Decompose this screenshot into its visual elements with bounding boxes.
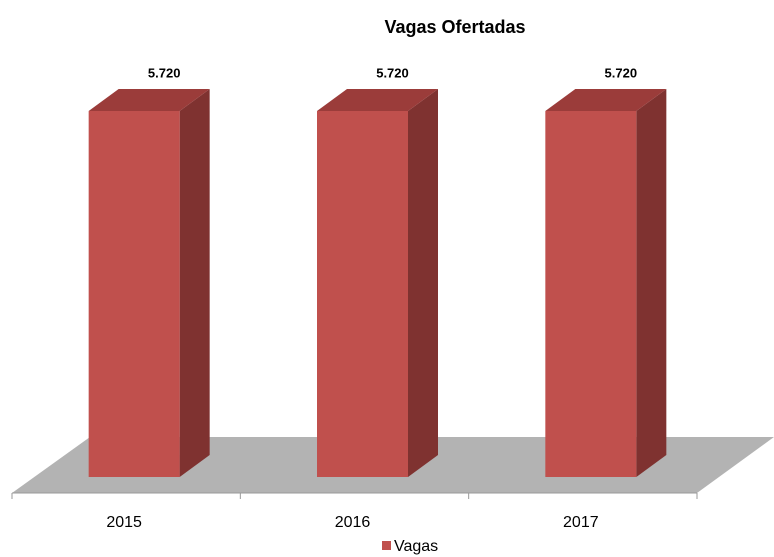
bar-top — [317, 89, 438, 111]
bar-top — [545, 89, 667, 111]
x-tick-label: 2017 — [563, 514, 599, 531]
legend-label: Vagas — [394, 538, 438, 555]
value-label: 5.720 — [605, 65, 638, 80]
bar-top — [88, 89, 210, 111]
bar — [88, 111, 180, 477]
legend-swatch — [382, 541, 391, 550]
x-tick-label: 2016 — [335, 514, 371, 531]
chart-title: Vagas Ofertadas — [384, 17, 525, 37]
bar — [317, 111, 408, 477]
value-label: 5.720 — [376, 65, 409, 80]
value-label: 5.720 — [148, 65, 181, 80]
bar-side — [408, 89, 438, 477]
x-tick-label: 2015 — [106, 514, 142, 531]
bar-side — [636, 89, 667, 477]
bar-side — [179, 89, 210, 477]
bar — [545, 111, 637, 477]
